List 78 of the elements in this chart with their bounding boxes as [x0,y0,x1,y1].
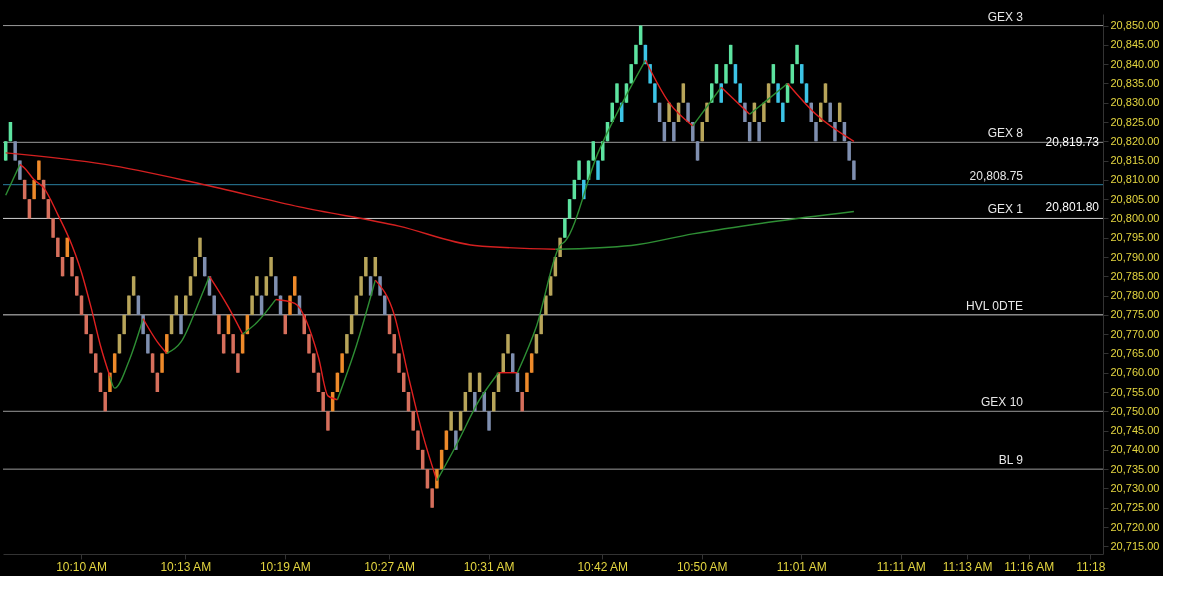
candlestick [359,275,363,297]
x-tick-label: 11:16 AM [1004,559,1055,574]
x-tick-label: 11:18 [1076,559,1106,574]
ref-line-label: GEX 3 [987,9,1024,24]
y-tick-label: 20,755.00 [1110,385,1160,398]
y-tick-label: 20,845.00 [1110,38,1160,51]
line-series [374,279,438,482]
x-tick-label: 10:10 AM [56,559,107,574]
y-tick-label: 20,790.00 [1110,250,1160,263]
y-tick-label: 20,805.00 [1110,192,1160,205]
y-tick-label: 20,725.00 [1110,501,1160,514]
x-tick-label: 10:50 AM [676,559,728,574]
y-tick-label: 20,765.00 [1110,346,1160,359]
y-tick-label: 20,735.00 [1110,462,1160,475]
y-tick-label: 20,835.00 [1110,76,1160,89]
x-tick-label: 11:11 AM [876,559,926,574]
y-tick-label: 20,795.00 [1110,231,1160,244]
x-tick-label: 10:27 AM [364,559,415,574]
y-tick-label: 20,785.00 [1110,269,1160,282]
candlestick [847,140,851,162]
y-tick-label: 20,780.00 [1110,289,1160,302]
y-tick-label: 20,815.00 [1110,154,1160,167]
candlestick [13,140,17,162]
line-series [166,275,211,355]
y-tick-label: 20,730.00 [1110,481,1160,494]
x-tick-label: 11:13 AM [942,559,993,574]
candlestick [274,275,278,297]
x-tick-label: 11:01 AM [776,559,827,574]
ref-line-label: 20,808.75 [969,168,1024,183]
candlestick [340,352,344,374]
y-tick-label: 20,750.00 [1110,404,1160,417]
line-series [436,372,500,482]
ref-line-label: GEX 8 [987,126,1024,141]
line-series [109,318,144,389]
ref-line-label: GEX 1 [987,202,1024,217]
candlestick [293,275,297,297]
candlestick [615,82,619,104]
x-tick-label: 10:42 AM [577,559,629,574]
y-tick-label: 20,745.00 [1110,424,1160,437]
ref-line-label: GEX 10 [980,395,1024,410]
line-series [5,152,557,250]
candlestick [326,410,330,432]
ref-line-label: BL 9 [998,453,1024,468]
line-series [19,163,111,378]
candlestick [653,82,657,104]
x-tick-label: 10:13 AM [160,559,212,574]
y-tick-label: 20,850.00 [1110,19,1160,32]
y-tick-label: 20,775.00 [1110,308,1160,321]
candlestick [51,217,55,239]
x-tick-label: 10:31 AM [463,559,515,574]
ref-line-label: HVL 0DTE [966,298,1023,313]
candlestick [75,275,79,297]
y-tick-label: 20,740.00 [1110,443,1160,456]
y-tick-label: 20,770.00 [1110,327,1160,340]
candlestick [378,275,382,297]
candlestick [236,352,240,374]
y-tick-label: 20,810.00 [1110,173,1160,186]
candlestick [411,410,415,432]
y-tick-label: 20,820.00 [1110,134,1160,147]
y-tick-label: 20,715.00 [1110,539,1160,552]
y-tick-label: 20,720.00 [1110,520,1160,533]
y-tick-label: 20,760.00 [1110,366,1160,379]
candlestick [563,217,567,239]
annotation: 20,819.73 [1045,135,1100,150]
candlestick [430,487,434,509]
y-tick-label: 20,825.00 [1110,115,1160,128]
candlestick [397,352,401,374]
candlestick [449,410,453,432]
annotation: 20,801.80 [1045,199,1100,214]
candlestick [255,275,259,297]
y-tick-label: 20,840.00 [1110,57,1160,70]
candlestick [738,82,742,104]
y-tick-label: 20,830.00 [1110,96,1160,109]
line-series [275,298,339,401]
candlestick [487,410,491,432]
candlestick [160,352,164,374]
x-tick-label: 10:19 AM [259,559,311,574]
y-tick-label: 20,800.00 [1110,211,1160,224]
